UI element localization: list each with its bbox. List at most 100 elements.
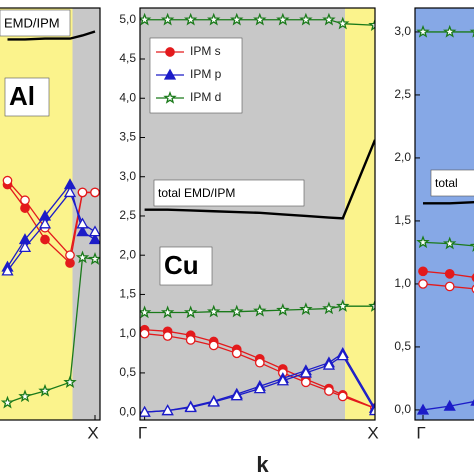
marker bbox=[1, 264, 14, 276]
marker bbox=[140, 405, 151, 417]
marker bbox=[18, 241, 32, 253]
marker bbox=[469, 243, 474, 252]
marker bbox=[253, 12, 267, 26]
marker bbox=[88, 225, 100, 237]
marker bbox=[165, 47, 175, 57]
x-axis-label: k bbox=[256, 452, 269, 474]
legend-label: IPM s bbox=[190, 44, 221, 58]
background-region bbox=[0, 8, 73, 420]
legend-label: IPM d bbox=[190, 90, 221, 104]
marker bbox=[443, 399, 456, 411]
marker bbox=[161, 404, 174, 416]
annotation-box bbox=[159, 246, 213, 286]
marker bbox=[418, 279, 428, 289]
marker bbox=[276, 303, 290, 316]
y-tick-label: 3,5 bbox=[119, 130, 136, 144]
marker bbox=[368, 299, 375, 312]
background-region bbox=[72, 8, 100, 420]
marker bbox=[299, 302, 313, 316]
y-tick-label: 1,0 bbox=[394, 276, 411, 290]
annotation: total EMD/IPM bbox=[158, 186, 235, 200]
panel: EMD/IPM Al bbox=[0, 8, 100, 420]
marker bbox=[322, 301, 336, 315]
marker bbox=[416, 235, 430, 249]
x-tick-label: Γ bbox=[138, 423, 147, 442]
marker bbox=[163, 68, 177, 80]
marker bbox=[322, 358, 336, 370]
marker bbox=[88, 252, 100, 265]
marker bbox=[322, 12, 336, 26]
marker bbox=[324, 386, 334, 396]
marker bbox=[253, 382, 266, 394]
marker bbox=[63, 186, 77, 198]
marker bbox=[207, 304, 221, 318]
marker bbox=[253, 303, 267, 317]
marker bbox=[185, 335, 196, 345]
annotation: EMD/IPM bbox=[4, 15, 60, 30]
marker bbox=[299, 366, 312, 378]
annotation-box bbox=[430, 169, 474, 197]
marker bbox=[18, 389, 32, 403]
marker bbox=[469, 29, 474, 38]
y-tick-label: 2,0 bbox=[394, 150, 411, 164]
y-tick-label: 4,0 bbox=[119, 90, 136, 104]
annotation-box bbox=[4, 77, 50, 117]
marker bbox=[90, 187, 100, 198]
marker bbox=[301, 377, 311, 388]
series-line bbox=[144, 139, 375, 220]
y-tick-label: 0,5 bbox=[119, 365, 136, 379]
marker bbox=[207, 12, 221, 26]
annotation-box bbox=[153, 179, 305, 207]
panel: total EMD/IPM Cu IPM s IPM p IPM d bbox=[140, 8, 375, 420]
series-line bbox=[7, 30, 96, 41]
marker bbox=[140, 328, 150, 339]
x-tick-label: X bbox=[87, 423, 98, 442]
marker bbox=[163, 90, 177, 104]
marker bbox=[77, 187, 88, 198]
marker bbox=[254, 357, 265, 368]
plot-frame bbox=[139, 7, 376, 421]
marker bbox=[88, 233, 100, 245]
marker bbox=[2, 175, 13, 186]
marker bbox=[276, 12, 290, 26]
marker bbox=[183, 305, 198, 319]
marker bbox=[140, 305, 152, 319]
marker bbox=[40, 234, 50, 245]
marker bbox=[418, 266, 428, 277]
background-region bbox=[415, 8, 474, 420]
series-line bbox=[423, 200, 474, 205]
marker bbox=[230, 12, 244, 26]
y-tick-label: 4,5 bbox=[119, 51, 136, 65]
marker bbox=[416, 24, 430, 38]
marker bbox=[230, 389, 243, 401]
marker bbox=[368, 404, 375, 416]
y-tick-label: 2,5 bbox=[394, 87, 411, 101]
x-tick-label: Γ bbox=[416, 423, 425, 442]
marker bbox=[299, 12, 313, 26]
marker bbox=[336, 349, 349, 361]
background-region bbox=[345, 8, 375, 420]
marker bbox=[76, 225, 89, 237]
legend-label: IPM p bbox=[190, 67, 222, 81]
annotation: Al bbox=[9, 81, 35, 111]
panel: total bbox=[415, 8, 474, 420]
marker bbox=[183, 12, 198, 26]
y-tick-label: 2,5 bbox=[119, 208, 136, 222]
marker bbox=[442, 24, 457, 38]
marker bbox=[337, 391, 348, 402]
marker bbox=[442, 236, 457, 250]
marker bbox=[416, 403, 430, 415]
marker bbox=[38, 217, 52, 229]
marker bbox=[162, 331, 173, 341]
marker bbox=[207, 395, 220, 407]
marker bbox=[76, 217, 89, 229]
plot-frame bbox=[414, 7, 474, 421]
y-tick-label: 0,0 bbox=[394, 402, 411, 416]
y-tick-label: 0,0 bbox=[119, 404, 136, 418]
marker bbox=[75, 250, 90, 264]
annotation-box bbox=[0, 9, 71, 37]
marker bbox=[20, 195, 30, 206]
marker bbox=[0, 395, 15, 409]
